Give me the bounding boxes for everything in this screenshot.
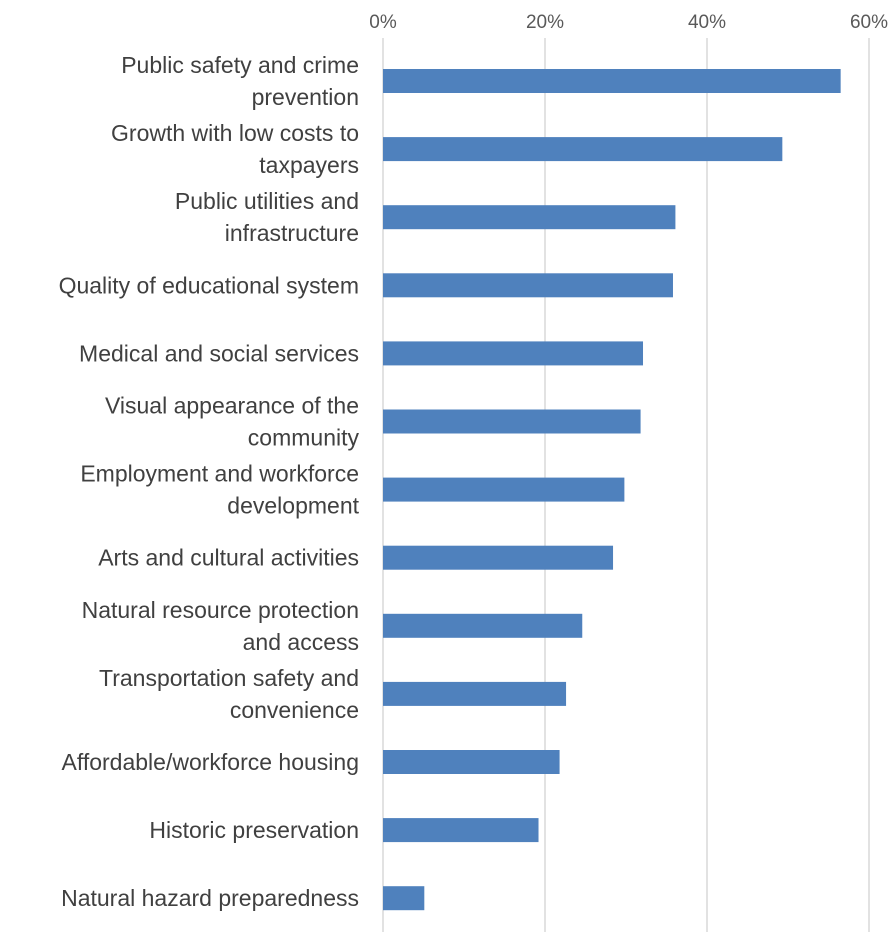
bar — [383, 205, 676, 230]
category-label-line: Public utilities and — [175, 188, 359, 214]
bar — [383, 613, 583, 638]
category-label: Natural resource protection and access — [82, 597, 359, 655]
category-label: Transportation safety and convenience — [99, 665, 359, 723]
category-label-line: Visual appearance of the — [105, 393, 359, 419]
x-axis-ticks: 0% 20% 40% 60% — [369, 12, 888, 33]
bar — [383, 273, 673, 298]
category-label-line: and access — [243, 629, 359, 655]
bar — [383, 818, 539, 843]
category-label-line: infrastructure — [225, 220, 359, 246]
category-label: Growth with low costs to taxpayers — [111, 120, 359, 178]
x-tick-label: 40% — [688, 12, 726, 33]
category-label-line: Medical and social services — [79, 340, 359, 366]
category-label: Public utilities and infrastructure — [175, 188, 359, 246]
category-label: Affordable/workforce housing — [62, 749, 359, 775]
category-label: Medical and social services — [79, 340, 359, 366]
x-tick-label: 60% — [850, 12, 888, 33]
x-tick-label: 0% — [369, 12, 397, 33]
category-labels: Public safety and crime prevention Growth … — [59, 52, 360, 911]
category-label-line: Public safety and crime — [121, 52, 359, 78]
bars — [383, 69, 841, 911]
category-label-line: Arts and cultural activities — [98, 545, 359, 571]
category-label: Arts and cultural activities — [98, 545, 359, 571]
category-label: Employment and workforce development — [80, 461, 359, 519]
bar — [383, 341, 644, 366]
bar — [383, 477, 625, 502]
bar — [383, 886, 425, 911]
bar — [383, 681, 567, 706]
category-label: Natural hazard preparedness — [61, 885, 359, 911]
bar — [383, 750, 560, 774]
category-label-line: Natural resource protection — [82, 597, 359, 623]
category-label-line: Natural hazard preparedness — [61, 885, 359, 911]
category-label-line: taxpayers — [259, 152, 359, 178]
category-label: Historic preservation — [149, 817, 359, 843]
x-tick-label: 20% — [526, 12, 564, 33]
category-label-line: community — [248, 425, 360, 451]
bar — [383, 545, 614, 570]
category-label-line: Affordable/workforce housing — [62, 749, 359, 775]
category-label: Visual appearance of the community — [105, 393, 360, 451]
category-label-line: Quality of educational system — [59, 272, 359, 298]
category-label-line: development — [227, 493, 359, 519]
bar — [383, 69, 841, 93]
category-label-line: convenience — [230, 697, 359, 723]
bar — [383, 409, 641, 434]
category-label-line: Employment and workforce — [80, 461, 359, 487]
category-label-line: Historic preservation — [149, 817, 359, 843]
category-label-line: Transportation safety and — [99, 665, 359, 691]
category-label-line: Growth with low costs to — [111, 120, 359, 146]
category-label: Public safety and crime prevention — [121, 52, 359, 110]
bar — [383, 137, 783, 162]
category-label: Quality of educational system — [59, 272, 359, 298]
category-label-line: prevention — [252, 84, 359, 110]
